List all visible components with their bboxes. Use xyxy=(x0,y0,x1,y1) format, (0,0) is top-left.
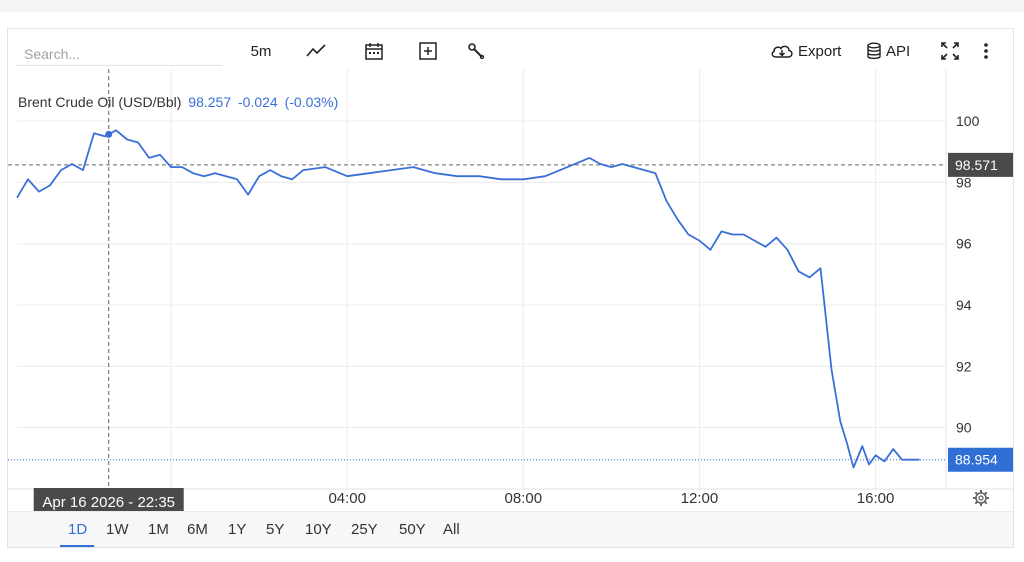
legend-change-pct: (-0.03%) xyxy=(284,94,339,110)
calendar-button[interactable] xyxy=(362,39,386,63)
series-line-brent xyxy=(16,129,920,469)
plus-box-icon xyxy=(418,41,438,61)
crosshair-price-text: 98.571 xyxy=(955,157,998,173)
interval-label: 5m xyxy=(250,42,272,60)
fullscreen-button[interactable] xyxy=(938,39,962,63)
range-button-1w[interactable]: 1W xyxy=(106,521,129,538)
legend-change: -0.024 xyxy=(238,94,278,110)
y-tick-label: 92 xyxy=(956,358,972,374)
search-input[interactable] xyxy=(16,42,222,66)
chart-legend: Brent Crude Oil (USD/Bbl) 98.257 -0.024 … xyxy=(18,94,338,110)
range-selector: 1D 1W 1M 6M 1Y 5Y 10Y 25Y 50Y All xyxy=(8,511,1013,547)
chart-widget: 5m Export API xyxy=(7,28,1014,548)
legend-series-name: Brent Crude Oil (USD/Bbl) xyxy=(18,94,182,110)
y-axis-ticks: 90 92 94 96 98 100 xyxy=(956,113,980,436)
y-tick-label: 100 xyxy=(956,113,980,129)
add-indicator-button[interactable] xyxy=(416,39,440,63)
range-button-all[interactable]: All xyxy=(443,521,460,538)
range-button-1m[interactable]: 1M xyxy=(148,521,169,538)
range-button-10y[interactable]: 10Y xyxy=(305,521,332,538)
legend-price: 98.257 xyxy=(188,94,232,110)
fullscreen-icon xyxy=(940,41,960,61)
y-tick-label: 90 xyxy=(956,420,972,436)
range-button-5y[interactable]: 5Y xyxy=(266,521,285,538)
interval-button[interactable]: 5m xyxy=(249,39,273,63)
vertical-ellipsis-icon xyxy=(983,42,989,60)
cloud-download-icon xyxy=(770,42,794,60)
x-tick-label: 12:00 xyxy=(681,490,719,507)
y-tick-label: 94 xyxy=(956,297,972,313)
crosshair-date-text: Apr 16 2026 - 22:35 xyxy=(42,494,175,511)
api-button[interactable]: API xyxy=(866,39,916,63)
crosshair-price-label: 98.571 xyxy=(948,152,1013,177)
y-tick-label: 96 xyxy=(956,236,972,252)
last-price-text: 88.954 xyxy=(955,452,998,468)
crosshair-point xyxy=(105,130,113,138)
api-label: API xyxy=(886,42,911,60)
database-icon xyxy=(866,42,882,60)
range-button-25y[interactable]: 25Y xyxy=(351,521,378,538)
tools-button[interactable] xyxy=(464,39,488,63)
range-button-50y[interactable]: 50Y xyxy=(399,521,426,538)
export-label: Export xyxy=(798,42,842,60)
chart-type-button[interactable] xyxy=(304,39,328,63)
line-chart-icon xyxy=(306,43,326,59)
last-price-label: 88.954 xyxy=(948,447,1013,472)
x-tick-label: 04:00 xyxy=(328,490,366,507)
range-button-1d[interactable]: 1D xyxy=(68,521,88,538)
more-options-button[interactable] xyxy=(976,39,996,63)
chart-grid xyxy=(8,69,1013,490)
y-tick-label: 98 xyxy=(956,174,972,190)
top-strip xyxy=(0,0,1024,12)
active-range-underline xyxy=(60,545,94,547)
range-button-6m[interactable]: 6M xyxy=(187,521,208,538)
crosshair-date-label: Apr 16 2026 - 22:35 xyxy=(33,488,184,511)
calendar-icon xyxy=(364,41,384,61)
export-button[interactable]: Export xyxy=(770,39,848,63)
settings-icon xyxy=(973,490,989,506)
x-tick-label: 08:00 xyxy=(505,490,543,507)
x-tick-label: 16:00 xyxy=(857,490,895,507)
wrench-icon xyxy=(466,41,486,61)
range-button-1y[interactable]: 1Y xyxy=(228,521,247,538)
